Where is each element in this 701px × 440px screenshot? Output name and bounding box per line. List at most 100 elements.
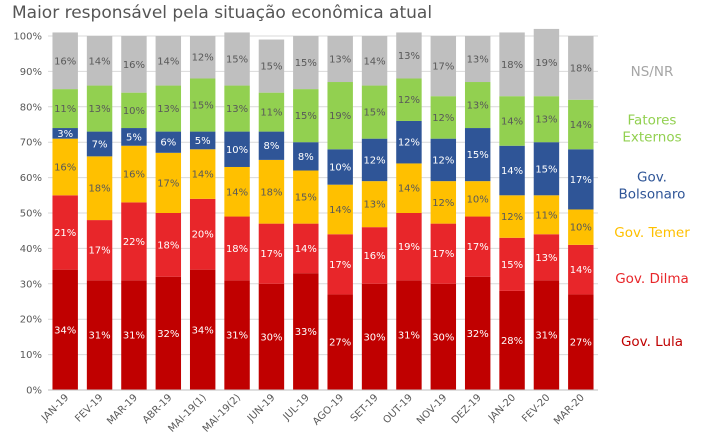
bar-segment (86, 220, 113, 281)
data-label: 14% (329, 205, 351, 216)
data-label: 28% (501, 336, 523, 347)
x-tick-label: SET-19 (349, 392, 381, 424)
bar-segment (327, 234, 353, 295)
bar-segment (52, 128, 78, 139)
data-label: 17% (157, 178, 179, 189)
bar-segment (52, 32, 78, 90)
bar-segment (189, 269, 216, 390)
data-label: 17% (432, 249, 454, 260)
data-label: 14% (226, 187, 248, 198)
data-label: 18% (226, 244, 248, 255)
legend-entry: Gov. Lula (621, 334, 683, 350)
data-label: 15% (535, 164, 557, 175)
bar-segment (396, 120, 422, 164)
bar-segment (499, 237, 525, 291)
legend-entry: Externos (622, 130, 681, 146)
y-tick-label: 90% (20, 67, 42, 78)
data-label: 17% (329, 260, 351, 271)
chart-title: Maior responsável pela situação econômic… (12, 3, 433, 23)
bar-segment (52, 195, 78, 270)
bar-segment (121, 128, 147, 146)
bar-segment (224, 166, 250, 217)
y-tick-label: 20% (20, 315, 42, 326)
data-label: 34% (54, 325, 76, 336)
bar-segment (464, 82, 491, 129)
data-label: 12% (398, 95, 420, 106)
bar-segment (499, 145, 525, 196)
data-label: 18% (570, 63, 592, 74)
bar-segment (224, 85, 250, 132)
data-label: 17% (432, 62, 454, 73)
bar-segment (224, 280, 250, 390)
data-label: 14% (570, 120, 592, 131)
bar-segment (155, 213, 182, 277)
data-label: 11% (535, 210, 557, 221)
data-label: 3% (57, 129, 73, 140)
bar-segment (224, 32, 250, 86)
data-label: 14% (363, 56, 385, 67)
data-label: 19% (329, 111, 351, 122)
bar-segment (121, 280, 147, 390)
data-label: 5% (195, 136, 211, 147)
data-label: 31% (226, 331, 248, 342)
bar-segment (533, 195, 560, 235)
bar-segment (121, 145, 147, 203)
data-label: 15% (226, 55, 248, 66)
data-label: 12% (192, 53, 214, 64)
data-label: 13% (329, 55, 351, 66)
bar-segment (568, 209, 594, 245)
x-tick-label: JAN-19 (39, 392, 71, 424)
y-tick-label: 60% (20, 173, 42, 184)
data-label: 27% (570, 338, 592, 349)
bar-segment (258, 159, 285, 224)
bar-segment (430, 223, 457, 284)
data-label: 20% (192, 230, 214, 241)
bar-segment (155, 276, 182, 390)
bar-segment (86, 156, 113, 221)
bar-segment (121, 36, 147, 93)
data-label: 31% (123, 331, 145, 342)
bar-segment (361, 283, 388, 390)
data-label: 34% (192, 325, 214, 336)
data-label: 12% (363, 155, 385, 166)
y-tick-label: 10% (20, 350, 42, 361)
x-tick-label: FEV-19 (73, 392, 105, 424)
bar-segment (533, 96, 560, 143)
data-label: 10% (123, 106, 145, 117)
x-tick-label: JUN-19 (245, 392, 278, 425)
bar-segment (258, 92, 285, 132)
data-label: 15% (260, 62, 282, 73)
bar-segment (293, 223, 319, 274)
bar-segment (396, 32, 422, 79)
data-label: 14% (192, 170, 214, 181)
data-label: 15% (192, 101, 214, 112)
bar-segment (499, 290, 525, 390)
data-label: 14% (398, 184, 420, 195)
bar-segment (533, 142, 560, 196)
bar-segment (189, 36, 216, 79)
bar-segment (86, 280, 113, 390)
data-label: 13% (157, 104, 179, 115)
bar-segment (155, 152, 182, 213)
bar-segment (121, 92, 147, 129)
bar-segment (464, 216, 491, 277)
x-tick-label: JUL-19 (281, 392, 312, 423)
x-tick-label: FEV-20 (520, 392, 552, 424)
data-label: 15% (467, 150, 489, 161)
data-label: 33% (295, 327, 317, 338)
bar-segment (189, 149, 216, 199)
bar-segment (52, 89, 78, 129)
data-label: 21% (54, 228, 76, 239)
data-label: 16% (54, 162, 76, 173)
data-label: 16% (363, 251, 385, 262)
bar-segment (189, 131, 216, 150)
data-label: 31% (398, 331, 420, 342)
bar-segment (430, 96, 457, 139)
bar-segment (396, 280, 422, 390)
bar-segment (155, 85, 182, 132)
bar-segment (464, 36, 491, 83)
data-label: 14% (501, 116, 523, 127)
data-label: 11% (260, 108, 282, 119)
data-label: 16% (54, 56, 76, 67)
data-label: 8% (264, 141, 280, 152)
